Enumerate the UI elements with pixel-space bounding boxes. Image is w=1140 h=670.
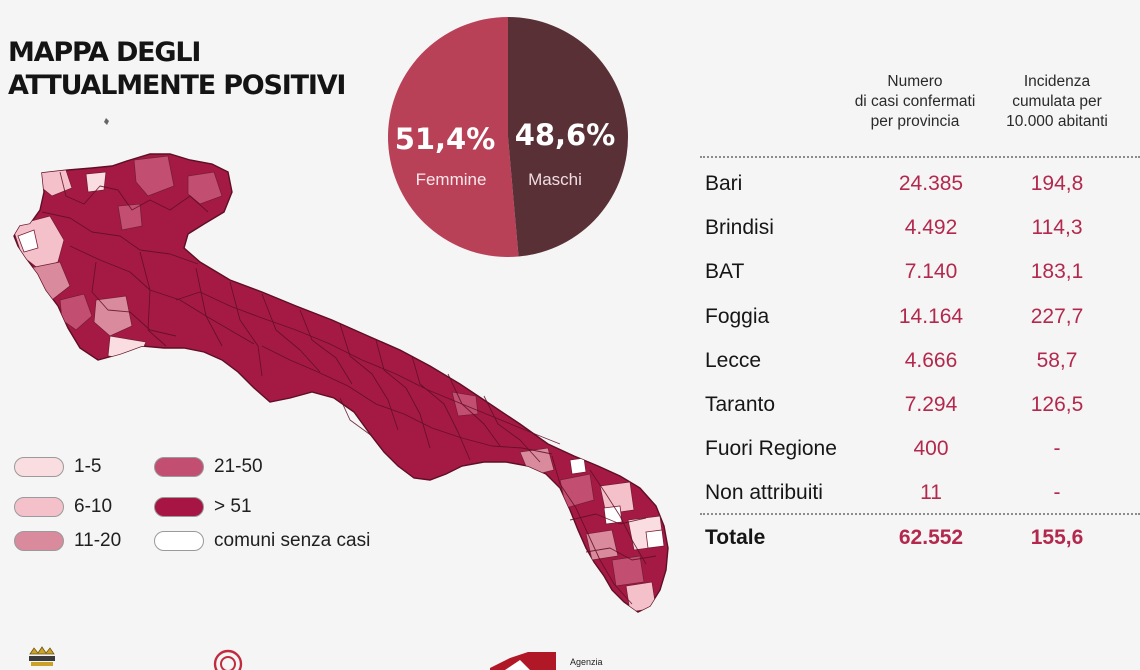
legend-item-no-cases: comuni senza casi	[154, 530, 370, 552]
province-table: Numero di casi confermati per provincia …	[700, 72, 1140, 562]
legend-label: comuni senza casi	[214, 530, 371, 551]
municipality-borders	[41, 171, 657, 605]
province-name: Brindisi	[705, 216, 774, 239]
province-name: BAT	[705, 260, 745, 283]
cases-value: 14.164	[898, 305, 964, 328]
legend-label: 11-20	[74, 530, 122, 551]
legend-item-over-51: > 51	[154, 496, 252, 518]
header-divider	[700, 156, 1140, 158]
patch-salento-6	[611, 555, 645, 587]
patch-center-1	[451, 391, 479, 417]
table-row: Lecce 4.666 58,7	[700, 341, 1140, 381]
table-row: BAT 7.140 183,1	[700, 252, 1140, 292]
patch-gargano-1	[133, 155, 175, 197]
cases-value: 4.492	[904, 216, 958, 239]
agency-logo-icon	[490, 652, 556, 670]
legend-label: 6-10	[74, 496, 113, 517]
table-row: Taranto 7.294 126,5	[700, 385, 1140, 425]
star-emblem-icon	[213, 649, 243, 670]
legend-label: > 51	[214, 496, 252, 517]
legend-swatch	[154, 497, 204, 517]
legend-swatch	[154, 531, 204, 551]
province-name: Taranto	[705, 393, 776, 416]
legend-item-6-10: 6-10	[14, 496, 112, 518]
female-percent: 51,4%	[395, 122, 496, 156]
legend-label: 1-5	[74, 456, 102, 477]
legend-swatch	[14, 457, 64, 477]
cases-value: 24.385	[898, 172, 964, 195]
table-row: Bari 24.385 194,8	[700, 164, 1140, 204]
title-line-2: ATTUALMENTE POSITIVI	[8, 70, 346, 101]
header-incidence: Incidenza cumulata per 10.000 abitanti	[1006, 73, 1108, 130]
island-dot	[104, 118, 109, 125]
patch-west-4	[93, 295, 133, 337]
cases-value: 400	[913, 437, 949, 460]
incidence-value: 58,7	[1036, 349, 1078, 372]
cases-value: 4.666	[904, 349, 958, 372]
patch-white-4	[569, 457, 587, 475]
municipality-patches	[14, 155, 665, 612]
patch-gargano-2	[187, 171, 223, 205]
table-row: Non attribuiti 11 -	[700, 473, 1140, 513]
table-row: Fuori Regione 400 -	[700, 429, 1140, 469]
province-name: Bari	[705, 172, 743, 195]
incidence-value: 194,8	[1030, 172, 1084, 195]
province-name: Foggia	[705, 305, 770, 328]
patch-salento-5	[585, 529, 619, 561]
province-name: Fuori Regione	[705, 437, 837, 460]
gender-pie-chart: 51,4% Femmine 48,6% Maschi	[388, 17, 629, 257]
legend-swatch	[14, 497, 64, 517]
patch-gargano-3	[117, 203, 143, 231]
incidence-value: 126,5	[1030, 393, 1084, 416]
map-legend: 1-5 6-10 11-20 21-50 > 51 comuni senza c…	[14, 452, 414, 562]
patch-white-1	[17, 229, 39, 253]
total-divider	[700, 513, 1140, 515]
agency-text: Agenzia	[570, 657, 603, 667]
pie-slice-male	[508, 17, 629, 257]
header-cases: Numero di casi confermati per provincia	[854, 73, 976, 130]
legend-label: 21-50	[214, 456, 263, 477]
incidence-value: 227,7	[1030, 305, 1084, 328]
pie-slice-female	[388, 17, 519, 257]
incidence-value: 183,1	[1030, 260, 1084, 283]
province-name: Non attribuiti	[705, 481, 823, 504]
legend-item-1-5: 1-5	[14, 456, 101, 478]
total-cases: 62.552	[898, 526, 964, 549]
legend-swatch	[14, 531, 64, 551]
legend-swatch	[154, 457, 204, 477]
apulia-choropleth-map	[13, 118, 669, 613]
title-line-1: MAPPA DEGLI	[8, 37, 201, 68]
crown-logo-icon	[29, 646, 55, 666]
page-title: MAPPA DEGLI ATTUALMENTE POSITIVI	[8, 36, 346, 102]
legend-item-11-20: 11-20	[14, 530, 121, 552]
cases-value: 7.140	[904, 260, 958, 283]
footer-logos: Agenzia	[29, 646, 603, 670]
patch-salento-3	[599, 481, 635, 515]
male-percent: 48,6%	[515, 118, 616, 152]
province-name: Lecce	[705, 349, 762, 372]
incidence-value: -	[1053, 481, 1061, 504]
table-total-row: Totale 62.552 155,6	[700, 518, 1140, 558]
total-incidence: 155,6	[1030, 526, 1084, 549]
incidence-value: -	[1053, 437, 1061, 460]
cases-value: 7.294	[904, 393, 958, 416]
table-row: Foggia 14.164 227,7	[700, 297, 1140, 337]
legend-item-21-50: 21-50	[154, 456, 263, 478]
patch-north-2	[85, 171, 107, 193]
patch-white-2	[645, 529, 665, 549]
table-row: Brindisi 4.492 114,3	[700, 208, 1140, 248]
female-label: Femmine	[416, 170, 487, 189]
total-label: Totale	[705, 526, 766, 549]
male-label: Maschi	[528, 170, 582, 189]
cases-value: 11	[920, 481, 942, 504]
incidence-value: 114,3	[1031, 216, 1083, 239]
